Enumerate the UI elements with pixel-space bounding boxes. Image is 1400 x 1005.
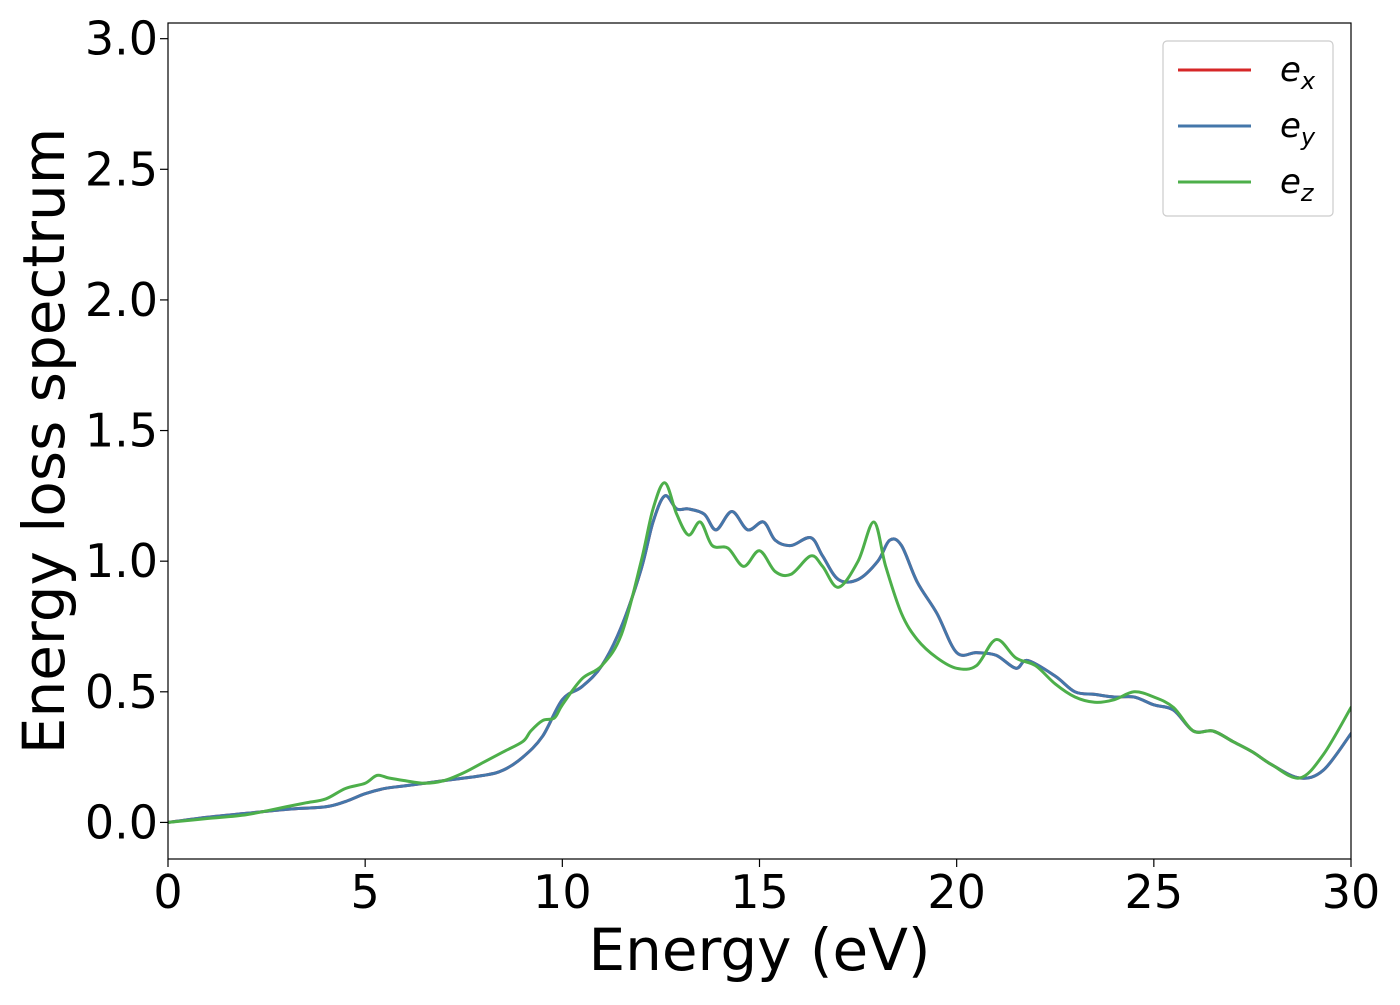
y-tick-label: 2.5 <box>85 142 158 196</box>
y-tick-label: 3.0 <box>85 12 158 66</box>
y-axis-label: Energy loss spectrum <box>10 128 78 754</box>
y-tick-label: 1.0 <box>85 534 158 588</box>
series-line-y <box>168 494 1351 824</box>
y-tick-label: 1.5 <box>85 404 158 458</box>
x-tick-label: 30 <box>1322 865 1381 919</box>
x-tick-label: 10 <box>533 865 592 919</box>
x-tick-label: 0 <box>153 865 182 919</box>
series-line-z <box>168 481 1351 824</box>
series-line-x <box>168 494 1351 824</box>
y-tick-label: 0.5 <box>85 665 158 719</box>
y-tick-label: 2.0 <box>85 273 158 327</box>
x-tick-label: 5 <box>351 865 380 919</box>
x-tick-label: 15 <box>730 865 789 919</box>
x-axis: 0 5 10 15 20 25 30 <box>153 859 1380 919</box>
series-layer <box>168 481 1351 824</box>
x-tick-label: 20 <box>927 865 986 919</box>
x-tick-label: 25 <box>1125 865 1184 919</box>
y-tick-label: 0.0 <box>85 795 158 849</box>
x-axis-label: Energy (eV) <box>588 916 930 984</box>
legend-box <box>1162 40 1334 217</box>
y-axis: 0.0 0.5 1.0 1.5 2.0 2.5 3.0 <box>85 12 168 849</box>
